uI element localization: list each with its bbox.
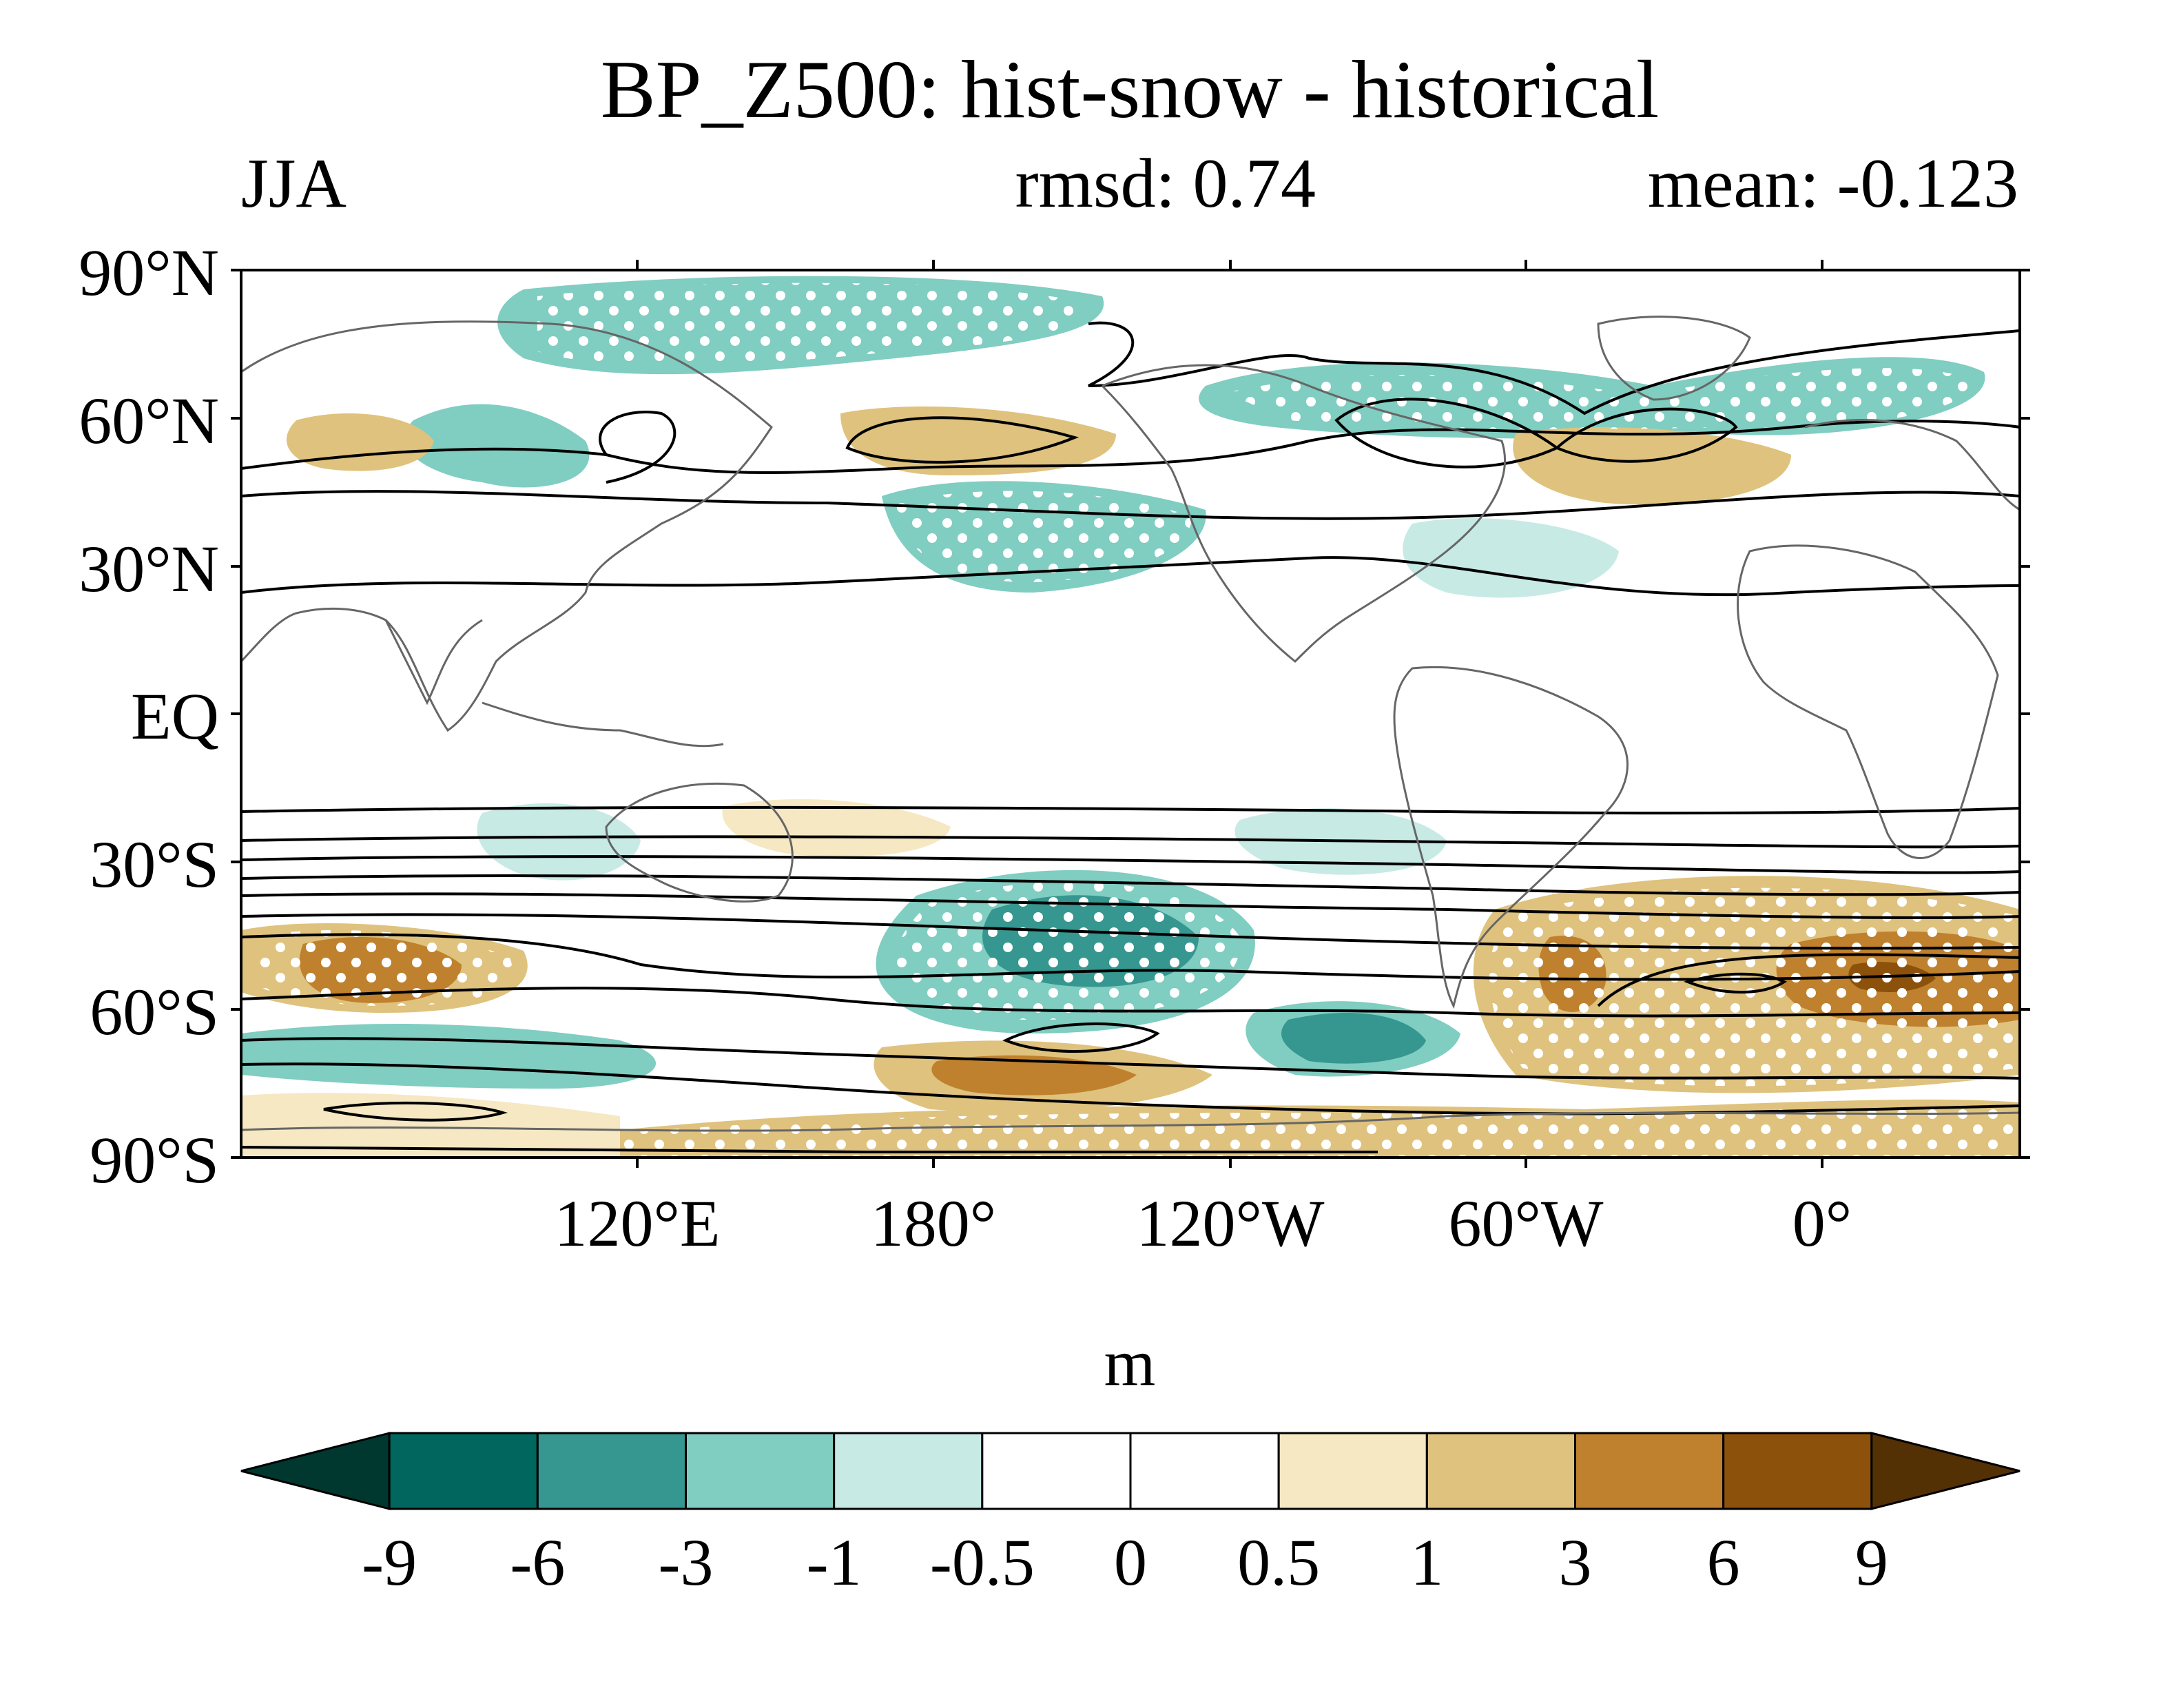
contour-line xyxy=(1088,321,2020,415)
contour-line xyxy=(241,420,2020,474)
season-label: JJA xyxy=(241,145,347,223)
colorbar-extend-low xyxy=(240,1432,391,1510)
coast-australia xyxy=(605,783,794,903)
coast-south-america xyxy=(1393,666,1629,1009)
rmsd-label: rmsd: 0.74 xyxy=(1015,145,1316,223)
contour-line xyxy=(241,835,2020,849)
colorbar-tick-label: -1 xyxy=(807,1525,862,1599)
anomaly-region-amundsen-core xyxy=(1281,1013,1426,1064)
lat-label-90s: 90°S xyxy=(90,1123,219,1197)
anomaly-region-n-atlantic-pos xyxy=(1513,427,1791,505)
anomaly-region-ross-core xyxy=(931,1055,1137,1095)
lat-label-30s: 30°S xyxy=(90,827,219,901)
coast-antarctica xyxy=(241,1111,2020,1132)
contour-line xyxy=(845,416,1079,464)
contour-line xyxy=(1002,1022,1160,1053)
mean-label: mean: -0.123 xyxy=(1648,145,2018,223)
colorbar xyxy=(240,1432,2021,1510)
contour-line xyxy=(241,1037,2020,1080)
latitude-labels: 90°N 60°N 30°N EQ 30°S 60°S 90°S xyxy=(79,236,219,1197)
contour-line xyxy=(241,805,2020,815)
contour-line xyxy=(1683,972,1787,994)
colorbar-tick-label: -6 xyxy=(510,1525,565,1599)
colorbar-box xyxy=(1574,1432,1725,1510)
contour-line xyxy=(241,1146,1378,1154)
contour-line xyxy=(241,556,2020,597)
colorbar-box xyxy=(1277,1432,1428,1510)
contour-line xyxy=(241,933,2020,981)
colorbar-tick-label: 0 xyxy=(1114,1525,1147,1599)
stipple-s-pacific xyxy=(895,882,1241,1020)
colorbar-tick-label: -9 xyxy=(362,1525,417,1599)
axis-ticks xyxy=(231,260,2030,1168)
colorbar-tick-label: 0.5 xyxy=(1237,1525,1320,1599)
coast-india xyxy=(384,619,483,706)
lon-label-0: 0° xyxy=(1792,1186,1852,1260)
colorbar-box xyxy=(1722,1432,1873,1510)
contour-line xyxy=(1556,407,1738,463)
anomaly-region-w-pacific-pos xyxy=(286,413,434,471)
contour-line xyxy=(241,892,2020,919)
colorbar-box xyxy=(833,1432,984,1510)
contour-line xyxy=(241,874,2020,896)
contour-line xyxy=(323,1101,508,1122)
contour-line xyxy=(241,855,2020,874)
lat-label-60s: 60°S xyxy=(90,975,219,1049)
anomaly-region-indian-neg xyxy=(477,803,641,881)
colorbar-box xyxy=(536,1432,687,1510)
coast-greenland xyxy=(1597,316,1751,401)
lat-label-30n: 30°N xyxy=(79,532,219,606)
colorbar-tick-label: -0.5 xyxy=(930,1525,1035,1599)
anomaly-region-n-pacific-pos xyxy=(840,407,1116,475)
coast-indonesia xyxy=(482,701,724,748)
colorbar-box xyxy=(1425,1432,1576,1510)
lat-label-90n: 90°N xyxy=(79,236,219,309)
anomaly-region-n-atlantic-neg xyxy=(1403,518,1619,598)
contour-line xyxy=(241,913,2020,950)
climatology-contours xyxy=(241,321,2020,1154)
contour-line xyxy=(241,490,2020,520)
colorbar-box xyxy=(685,1432,836,1510)
stipple-antarctic xyxy=(620,1106,2020,1157)
colorbar-box xyxy=(1129,1432,1280,1510)
map-panel xyxy=(241,270,2020,1157)
lat-label-60n: 60°N xyxy=(79,384,219,457)
figure-title: BP_Z500: hist-snow - historical xyxy=(601,43,1660,135)
lon-label-120w: 120°W xyxy=(1137,1186,1325,1260)
colorbar-tick-label: 3 xyxy=(1559,1525,1592,1599)
stipple-s-atlantic xyxy=(1489,887,2020,1087)
colorbar-tick-label: 6 xyxy=(1707,1525,1740,1599)
coast-north-america xyxy=(1101,364,1506,663)
lat-label-eq: EQ xyxy=(131,679,219,753)
contour-line xyxy=(241,1062,2020,1115)
coastlines xyxy=(241,316,2020,1132)
coast-africa xyxy=(1737,544,1999,859)
colorbar-unit-label: m xyxy=(1104,1326,1156,1399)
significance-stippling xyxy=(255,282,2020,1157)
colorbar-tick-labels: -9 -6 -3 -1 -0.5 0 0.5 1 3 6 9 xyxy=(362,1525,1888,1599)
contour-line xyxy=(599,411,676,484)
stipple-atlantic xyxy=(1226,368,1971,429)
lon-label-180: 180° xyxy=(871,1186,996,1260)
colorbar-box xyxy=(981,1432,1132,1510)
anomaly-region-subtropical-pos xyxy=(722,799,951,857)
contour-line xyxy=(1597,953,2020,1007)
colorbar-tick-label: -3 xyxy=(659,1525,714,1599)
coast-europe xyxy=(1804,419,2020,511)
stipple-arctic xyxy=(537,282,1089,366)
coast-eurasia xyxy=(241,320,773,732)
contour-line xyxy=(241,987,2020,1018)
lon-label-120e: 120°E xyxy=(554,1186,720,1260)
colorbar-extend-high xyxy=(1870,1432,2021,1510)
colorbar-tick-label: 1 xyxy=(1410,1525,1443,1599)
stipple-s-indian xyxy=(255,930,513,1006)
lon-label-60w: 60°W xyxy=(1449,1186,1604,1260)
colorbar-tick-label: 9 xyxy=(1855,1525,1888,1599)
anomaly-region-antarctic-west-pos xyxy=(241,1093,620,1157)
longitude-labels: 120°E 180° 120°W 60°W 0° xyxy=(554,1186,1852,1260)
anomaly-region-n-pacific-neg xyxy=(404,404,590,488)
colorbar-box xyxy=(388,1432,539,1510)
